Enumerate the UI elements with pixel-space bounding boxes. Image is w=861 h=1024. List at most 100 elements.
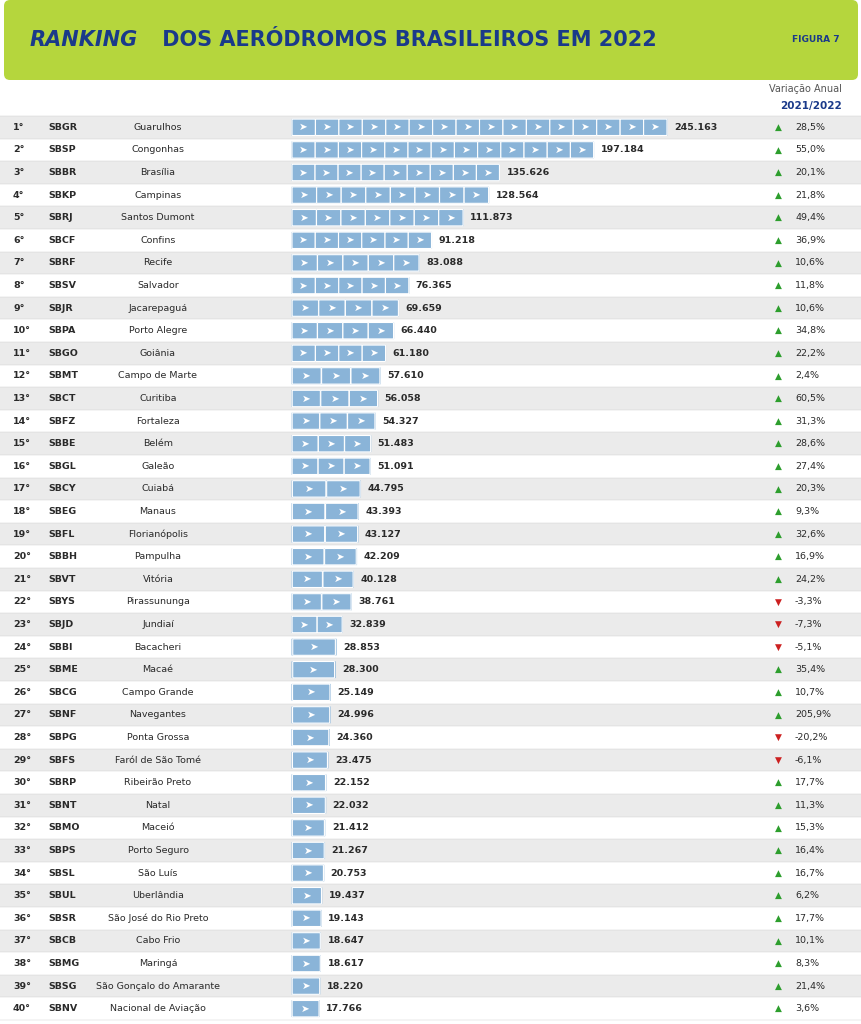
Bar	[0, 477, 861, 500]
Text: ➤: ➤	[345, 168, 354, 177]
FancyBboxPatch shape	[291, 797, 325, 814]
Text: ➤: ➤	[373, 213, 381, 222]
Text: Brasília: Brasília	[140, 168, 176, 177]
Text: ▲: ▲	[774, 327, 781, 335]
Text: ➤: ➤	[299, 281, 307, 291]
Text: 21.267: 21.267	[331, 846, 368, 855]
Text: SBBR: SBBR	[48, 168, 76, 177]
Text: ➤: ➤	[301, 393, 310, 403]
Text: 3°: 3°	[13, 168, 24, 177]
Text: 23°: 23°	[13, 620, 31, 629]
Text: 23.475: 23.475	[335, 756, 371, 765]
Text: 38.761: 38.761	[358, 597, 394, 606]
Text: ➤: ➤	[300, 1004, 310, 1014]
Text: Natal: Natal	[146, 801, 170, 810]
Text: ➤: ➤	[300, 258, 309, 268]
Text: SBGR: SBGR	[48, 123, 77, 132]
Text: ➤: ➤	[381, 303, 389, 313]
Text: 43.127: 43.127	[364, 529, 401, 539]
Text: ➤: ➤	[345, 145, 354, 155]
Bar	[0, 681, 861, 703]
FancyBboxPatch shape	[315, 232, 338, 249]
FancyBboxPatch shape	[291, 662, 336, 678]
Text: 25°: 25°	[13, 666, 31, 674]
FancyBboxPatch shape	[292, 255, 317, 271]
FancyBboxPatch shape	[292, 164, 314, 180]
Text: Cabo Frio: Cabo Frio	[136, 936, 180, 945]
Bar	[0, 726, 861, 749]
FancyBboxPatch shape	[317, 323, 343, 339]
FancyBboxPatch shape	[573, 119, 596, 135]
Text: ➤: ➤	[438, 145, 447, 155]
FancyBboxPatch shape	[315, 141, 338, 158]
Text: 10,6%: 10,6%	[794, 303, 824, 312]
Text: ▲: ▲	[774, 303, 781, 312]
FancyBboxPatch shape	[291, 639, 337, 655]
Text: Navegantes: Navegantes	[129, 711, 186, 720]
Text: ➤: ➤	[300, 303, 309, 313]
Text: ▲: ▲	[774, 168, 781, 177]
Bar	[0, 907, 861, 930]
Text: 245.163: 245.163	[673, 123, 716, 132]
Text: 205,9%: 205,9%	[794, 711, 830, 720]
Text: ▲: ▲	[774, 529, 781, 539]
FancyBboxPatch shape	[291, 164, 499, 181]
FancyBboxPatch shape	[291, 616, 343, 633]
FancyBboxPatch shape	[338, 119, 362, 135]
FancyBboxPatch shape	[386, 119, 409, 135]
Text: ➤: ➤	[350, 326, 360, 336]
Text: São Luís: São Luís	[138, 868, 177, 878]
FancyBboxPatch shape	[338, 232, 362, 249]
Text: SBGL: SBGL	[48, 462, 76, 471]
Text: Galeão: Galeão	[141, 462, 175, 471]
Text: ➤: ➤	[322, 168, 331, 177]
Text: ➤: ➤	[510, 122, 518, 132]
Text: ➤: ➤	[352, 461, 361, 471]
FancyBboxPatch shape	[291, 729, 330, 745]
FancyBboxPatch shape	[293, 639, 335, 655]
Bar	[0, 703, 861, 726]
FancyBboxPatch shape	[292, 300, 318, 316]
Bar	[0, 658, 861, 681]
Text: 8°: 8°	[13, 281, 25, 290]
Text: 10,6%: 10,6%	[794, 258, 824, 267]
Text: Curitiba: Curitiba	[139, 394, 177, 403]
FancyBboxPatch shape	[292, 435, 318, 452]
Text: ➤: ➤	[369, 236, 377, 246]
Text: Ponta Grossa: Ponta Grossa	[127, 733, 189, 742]
Text: ➤: ➤	[305, 755, 314, 765]
Text: ➤: ➤	[302, 913, 311, 924]
Text: São José do Rio Preto: São José do Rio Preto	[108, 913, 208, 923]
Text: ➤: ➤	[368, 168, 376, 177]
Text: SBFL: SBFL	[48, 529, 74, 539]
Text: ➤: ➤	[322, 281, 331, 291]
FancyBboxPatch shape	[454, 141, 477, 158]
FancyBboxPatch shape	[292, 865, 323, 882]
FancyBboxPatch shape	[291, 300, 399, 316]
Text: SBBE: SBBE	[48, 439, 76, 449]
Text: 2,4%: 2,4%	[794, 372, 818, 380]
Text: ➤: ➤	[391, 168, 400, 177]
Text: ➤: ➤	[302, 371, 311, 381]
FancyBboxPatch shape	[292, 141, 315, 158]
FancyBboxPatch shape	[292, 594, 321, 610]
FancyBboxPatch shape	[455, 119, 479, 135]
Text: 16,4%: 16,4%	[794, 846, 824, 855]
Text: ▲: ▲	[774, 666, 781, 674]
Text: SBBH: SBBH	[48, 552, 77, 561]
Text: ▲: ▲	[774, 507, 781, 516]
Text: SBRJ: SBRJ	[48, 213, 72, 222]
Text: SBSL: SBSL	[48, 868, 75, 878]
FancyBboxPatch shape	[316, 210, 340, 226]
FancyBboxPatch shape	[321, 368, 350, 384]
Text: 28,5%: 28,5%	[794, 123, 824, 132]
Text: 32,6%: 32,6%	[794, 529, 824, 539]
Text: 57.610: 57.610	[387, 372, 424, 380]
Text: SBCF: SBCF	[48, 236, 75, 245]
FancyBboxPatch shape	[292, 797, 325, 813]
Bar	[0, 997, 861, 1020]
Text: ➤: ➤	[333, 574, 342, 585]
FancyBboxPatch shape	[292, 210, 316, 226]
Text: SBYS: SBYS	[48, 597, 75, 606]
FancyBboxPatch shape	[291, 458, 370, 475]
